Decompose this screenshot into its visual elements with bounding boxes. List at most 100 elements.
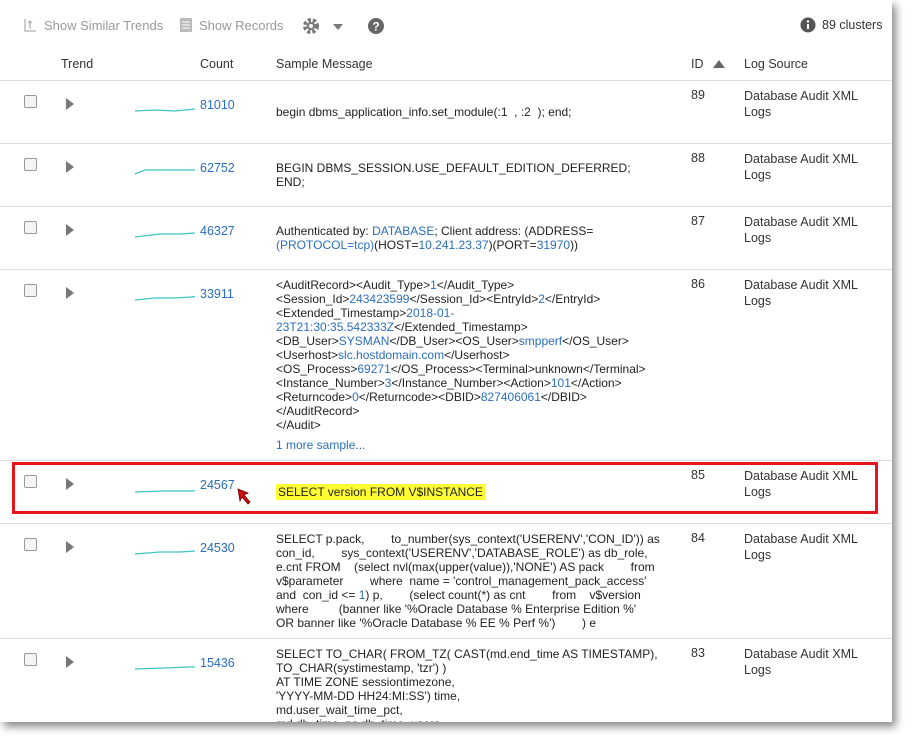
id-cell: 84 bbox=[691, 524, 744, 638]
expand-arrow[interactable] bbox=[66, 224, 74, 236]
id-value: 87 bbox=[691, 214, 705, 228]
message-text: ; Client address: (ADDRESS= bbox=[434, 224, 594, 238]
sparkline bbox=[66, 647, 240, 670]
message-text: </Audit> bbox=[276, 418, 321, 432]
message-text: <Userhost> bbox=[276, 348, 339, 362]
expand-arrow[interactable] bbox=[66, 287, 74, 299]
id-cell: 88 bbox=[691, 144, 744, 206]
message-line: (PROTOCOL=tcp)(HOST=10.241.23.37)(PORT=3… bbox=[276, 238, 691, 252]
checkbox[interactable] bbox=[24, 221, 37, 234]
message-token: 827406061 bbox=[480, 390, 541, 404]
message-text: </Action> bbox=[570, 376, 622, 390]
settings-menu[interactable] bbox=[302, 17, 348, 35]
count-link[interactable]: 46327 bbox=[200, 224, 235, 238]
message-text: </OS_User> bbox=[562, 334, 629, 348]
message-text: OR banner like '%Oracle Database % EE % … bbox=[276, 616, 597, 630]
message-text: </EntryId> bbox=[544, 292, 601, 306]
message-text: <DB_User> bbox=[276, 334, 339, 348]
count-link[interactable]: 62752 bbox=[200, 161, 235, 175]
source-cell: Database Audit XML Logs bbox=[744, 270, 866, 460]
message-line: md.user_wait_time_pct, bbox=[276, 703, 691, 717]
expand-arrow[interactable] bbox=[66, 98, 74, 110]
message-text: md.user_wait_time_pct, bbox=[276, 703, 403, 717]
message-token: DATABASE bbox=[372, 224, 435, 238]
checkbox[interactable] bbox=[24, 475, 37, 488]
info-icon bbox=[800, 17, 816, 33]
count-link[interactable]: 15436 bbox=[200, 656, 235, 670]
header-label: Trend bbox=[61, 57, 94, 71]
message-token: slc.hostdomain.com bbox=[338, 348, 445, 362]
message-text: Authenticated by: bbox=[276, 224, 373, 238]
header-label: Sample Message bbox=[276, 57, 373, 71]
message-token: smpperf bbox=[518, 334, 563, 348]
message-token: 243423599 bbox=[349, 292, 410, 306]
message-line: v$parameter where name = 'control_manage… bbox=[276, 574, 691, 588]
sort-icon bbox=[712, 60, 725, 68]
message-text: e.cnt FROM (select nvl(max(upper(value))… bbox=[276, 560, 655, 574]
trend-cell bbox=[55, 639, 240, 722]
checkbox[interactable] bbox=[24, 284, 37, 297]
message-text: (HOST= bbox=[374, 238, 419, 252]
show-similar-trends-button[interactable]: Show Similar Trends bbox=[22, 17, 163, 33]
column-header[interactable]: Trend bbox=[55, 57, 200, 71]
count-link[interactable]: 24530 bbox=[200, 541, 235, 555]
count-link[interactable]: 24567 bbox=[200, 478, 235, 492]
id-cell: 89 bbox=[691, 81, 744, 143]
message-token: (PROTOCOL=tcp) bbox=[276, 238, 375, 252]
expand-arrow[interactable] bbox=[66, 656, 74, 668]
more-samples-link[interactable]: 1 more sample... bbox=[276, 438, 366, 452]
count-cell: 62752 bbox=[200, 144, 276, 206]
message-token: 10.241.23.37 bbox=[418, 238, 489, 252]
checkbox-cell bbox=[0, 461, 55, 523]
source-cell: Database Audit XML Logs bbox=[744, 461, 866, 523]
column-header[interactable]: ID bbox=[691, 57, 744, 71]
message-text: <Extended_Timestamp> bbox=[276, 306, 407, 320]
column-header[interactable]: Log Source bbox=[744, 57, 866, 71]
message-text: <Session_Id> bbox=[276, 292, 350, 306]
table-body: 81010 begin dbms_application_info.set_mod… bbox=[0, 81, 892, 722]
id-value: 85 bbox=[691, 468, 705, 482]
id-cell: 87 bbox=[691, 207, 744, 269]
checkbox[interactable] bbox=[24, 158, 37, 171]
cluster-row: 62752 BEGIN DBMS_SESSION.USE_DEFAULT_EDIT… bbox=[0, 144, 892, 207]
message-text: </DB_User><OS_User> bbox=[389, 334, 519, 348]
message-text: )(PORT= bbox=[488, 238, 537, 252]
source-cell: Database Audit XML Logs bbox=[744, 81, 866, 143]
count-cell: 33911 bbox=[200, 270, 276, 460]
count-link[interactable]: 81010 bbox=[200, 98, 235, 112]
sparkline bbox=[66, 470, 239, 493]
trend-cell bbox=[55, 461, 239, 523]
message-text: </OS_Process><Terminal>unknown</Terminal… bbox=[390, 362, 646, 376]
message-line: BEGIN DBMS_SESSION.USE_DEFAULT_EDITION_D… bbox=[276, 161, 691, 175]
cluster-row: 46327 Authenticated by: DATABASE; Client … bbox=[0, 207, 892, 270]
show-records-button[interactable]: Show Records bbox=[179, 17, 284, 33]
message-text: </AuditRecord> bbox=[276, 404, 360, 418]
header-label: Log Source bbox=[744, 57, 808, 71]
sparkline bbox=[66, 219, 240, 238]
checkbox-cell bbox=[0, 207, 55, 269]
id-value: 84 bbox=[691, 531, 705, 545]
checkbox[interactable] bbox=[24, 653, 37, 666]
checkbox[interactable] bbox=[24, 538, 37, 551]
message-text: md.db_time_ps db_time_users, bbox=[276, 717, 443, 722]
source-cell: Database Audit XML Logs bbox=[744, 524, 866, 638]
id-cell: 85 bbox=[691, 461, 744, 523]
message-token: 69271 bbox=[357, 362, 391, 376]
column-header[interactable]: Count bbox=[200, 57, 276, 71]
expand-arrow[interactable] bbox=[66, 161, 74, 173]
expand-arrow[interactable] bbox=[66, 478, 74, 490]
expand-arrow[interactable] bbox=[66, 541, 74, 553]
message-token: 2 bbox=[538, 292, 545, 306]
message-cell: <AuditRecord><Audit_Type>1</Audit_Type> <… bbox=[276, 270, 691, 460]
source-cell: Database Audit XML Logs bbox=[744, 207, 866, 269]
message-line: <DB_User>SYSMAN</DB_User><OS_User>smpper… bbox=[276, 334, 691, 348]
checkbox[interactable] bbox=[24, 95, 37, 108]
checkbox-cell bbox=[0, 144, 55, 206]
message-token: 0 bbox=[352, 390, 359, 404]
message-text: begin dbms_application_info.set_module(:… bbox=[276, 105, 572, 119]
message-line: where (banner like '%Oracle Database % E… bbox=[276, 602, 691, 616]
column-header[interactable]: Sample Message bbox=[276, 57, 691, 71]
count-link[interactable]: 33911 bbox=[200, 287, 234, 301]
help-button[interactable]: ? bbox=[367, 17, 385, 35]
id-cell: 86 bbox=[691, 270, 744, 460]
